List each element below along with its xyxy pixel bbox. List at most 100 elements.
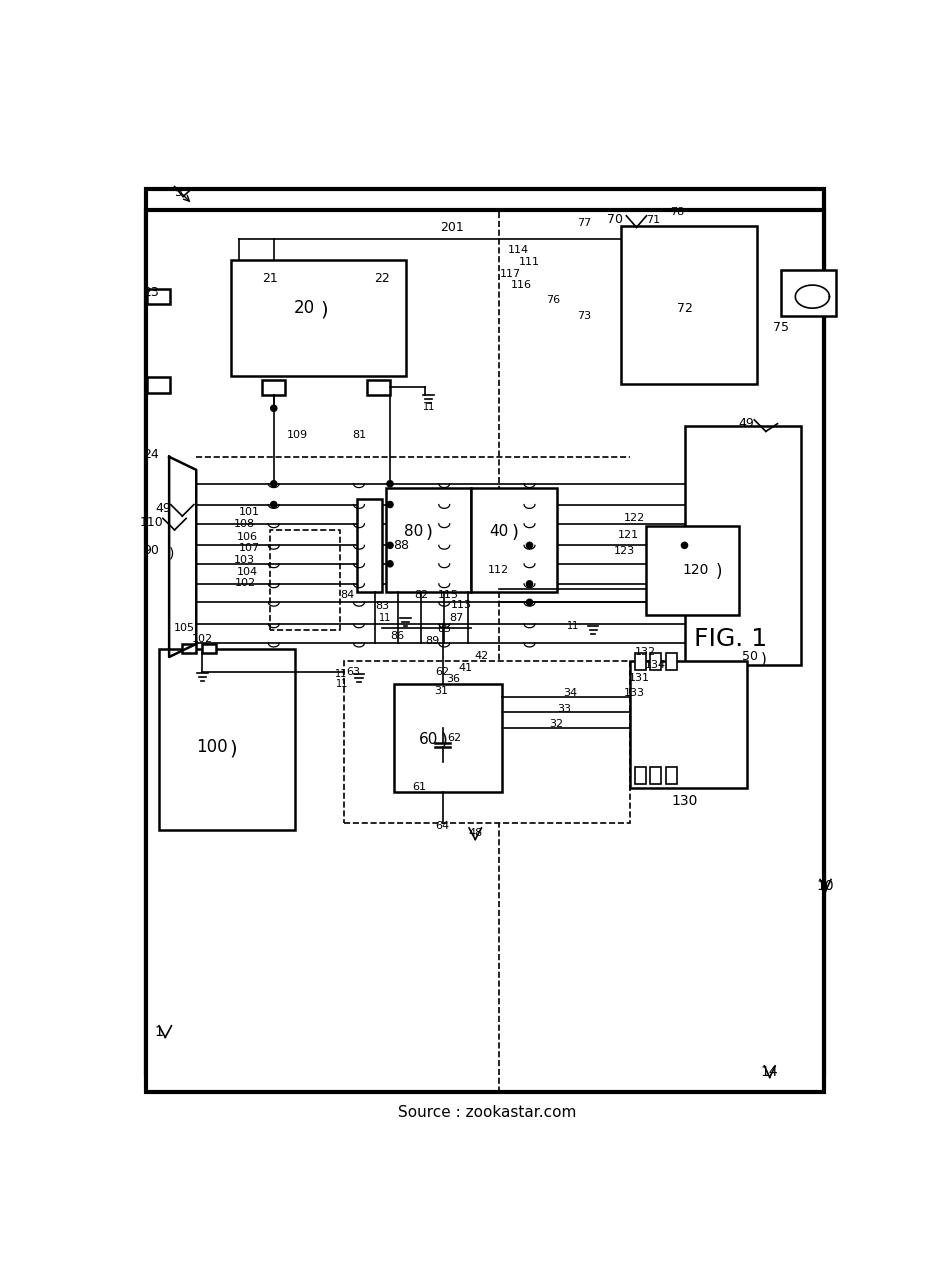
Text: 80: 80 (404, 524, 423, 539)
Text: 64: 64 (436, 820, 449, 831)
Circle shape (387, 542, 393, 548)
Text: 201: 201 (440, 221, 464, 234)
Text: ): ) (320, 300, 328, 319)
Text: 14: 14 (761, 1065, 779, 1079)
Text: 21: 21 (262, 272, 277, 285)
Text: 49: 49 (155, 502, 171, 515)
Text: 24: 24 (143, 448, 159, 460)
Bar (635, 653, 646, 670)
Text: 22: 22 (374, 272, 390, 285)
Text: 1: 1 (155, 1025, 163, 1039)
Text: 34: 34 (563, 688, 578, 698)
Text: 71: 71 (646, 215, 660, 225)
Text: ): ) (426, 524, 432, 542)
Bar (202, 644, 217, 653)
Text: 133: 133 (623, 688, 645, 698)
Text: 107: 107 (238, 543, 260, 553)
Text: 62: 62 (436, 668, 449, 678)
Bar (231, 261, 406, 377)
Text: 10: 10 (817, 879, 834, 893)
Text: 120: 120 (683, 563, 710, 577)
Circle shape (526, 581, 533, 586)
Text: Source : zookastar.com: Source : zookastar.com (398, 1105, 576, 1121)
Bar (394, 684, 503, 791)
Text: 60: 60 (419, 731, 439, 747)
Text: 20: 20 (294, 299, 315, 317)
Bar (471, 487, 557, 591)
Text: 40: 40 (489, 524, 508, 539)
Text: 36: 36 (446, 674, 461, 684)
Bar (357, 499, 382, 591)
Text: 73: 73 (577, 310, 591, 321)
Text: 113: 113 (451, 599, 472, 609)
Text: 89: 89 (426, 636, 440, 646)
Text: 134: 134 (644, 660, 666, 669)
Bar (621, 226, 756, 384)
Text: 111: 111 (519, 257, 540, 267)
Text: 103: 103 (234, 555, 255, 565)
Circle shape (387, 481, 393, 487)
Bar (781, 270, 836, 315)
Text: 108: 108 (234, 519, 255, 529)
Text: 5: 5 (175, 186, 183, 200)
Text: 104: 104 (238, 566, 258, 576)
Text: 110: 110 (140, 515, 163, 529)
Bar (146, 378, 170, 393)
Text: 31: 31 (434, 686, 448, 696)
Bar (666, 653, 676, 670)
Text: 84: 84 (340, 590, 354, 600)
Text: 11: 11 (423, 402, 435, 412)
Text: 70: 70 (607, 214, 623, 226)
Text: ): ) (230, 739, 238, 758)
Circle shape (681, 542, 688, 548)
Text: 41: 41 (459, 663, 473, 673)
Text: 49: 49 (739, 417, 754, 430)
Text: 85: 85 (437, 625, 451, 635)
Bar (146, 289, 170, 304)
Text: 11: 11 (567, 621, 580, 631)
Text: 48: 48 (468, 828, 483, 838)
Bar (646, 527, 739, 614)
Circle shape (271, 501, 276, 508)
Text: 23: 23 (143, 286, 159, 299)
Text: 72: 72 (676, 301, 693, 314)
Text: 62: 62 (447, 733, 462, 743)
Text: 11: 11 (335, 669, 348, 679)
Text: 82: 82 (414, 590, 428, 599)
Text: 116: 116 (511, 280, 532, 290)
Text: 87: 87 (448, 613, 463, 623)
Text: ): ) (761, 651, 767, 667)
Text: 90: 90 (143, 544, 159, 557)
Text: 81: 81 (352, 430, 366, 440)
Bar (386, 487, 471, 591)
Text: 83: 83 (375, 602, 389, 611)
Text: ): ) (512, 524, 519, 542)
Text: 32: 32 (549, 719, 563, 729)
Bar (666, 767, 676, 784)
Bar (344, 661, 630, 823)
Text: 117: 117 (500, 268, 521, 279)
Circle shape (271, 406, 276, 411)
Text: 102: 102 (235, 577, 256, 588)
Text: ): ) (716, 562, 723, 580)
Polygon shape (169, 457, 197, 658)
Bar (367, 380, 390, 396)
Text: ): ) (169, 546, 175, 560)
Text: 121: 121 (618, 530, 639, 541)
Bar (159, 649, 294, 831)
Text: 100: 100 (196, 738, 228, 756)
Text: 101: 101 (238, 508, 260, 518)
Text: 112: 112 (488, 565, 509, 575)
Text: 75: 75 (773, 321, 789, 335)
Text: 114: 114 (508, 245, 529, 256)
Bar (262, 380, 285, 396)
Text: 78: 78 (670, 207, 684, 218)
Text: FIG. 1: FIG. 1 (694, 627, 768, 651)
Text: 123: 123 (614, 546, 635, 556)
Circle shape (387, 561, 393, 567)
Text: 109: 109 (287, 430, 308, 440)
Text: 131: 131 (629, 673, 650, 683)
Text: 86: 86 (390, 631, 405, 641)
Bar (630, 661, 747, 787)
Bar (685, 426, 801, 665)
